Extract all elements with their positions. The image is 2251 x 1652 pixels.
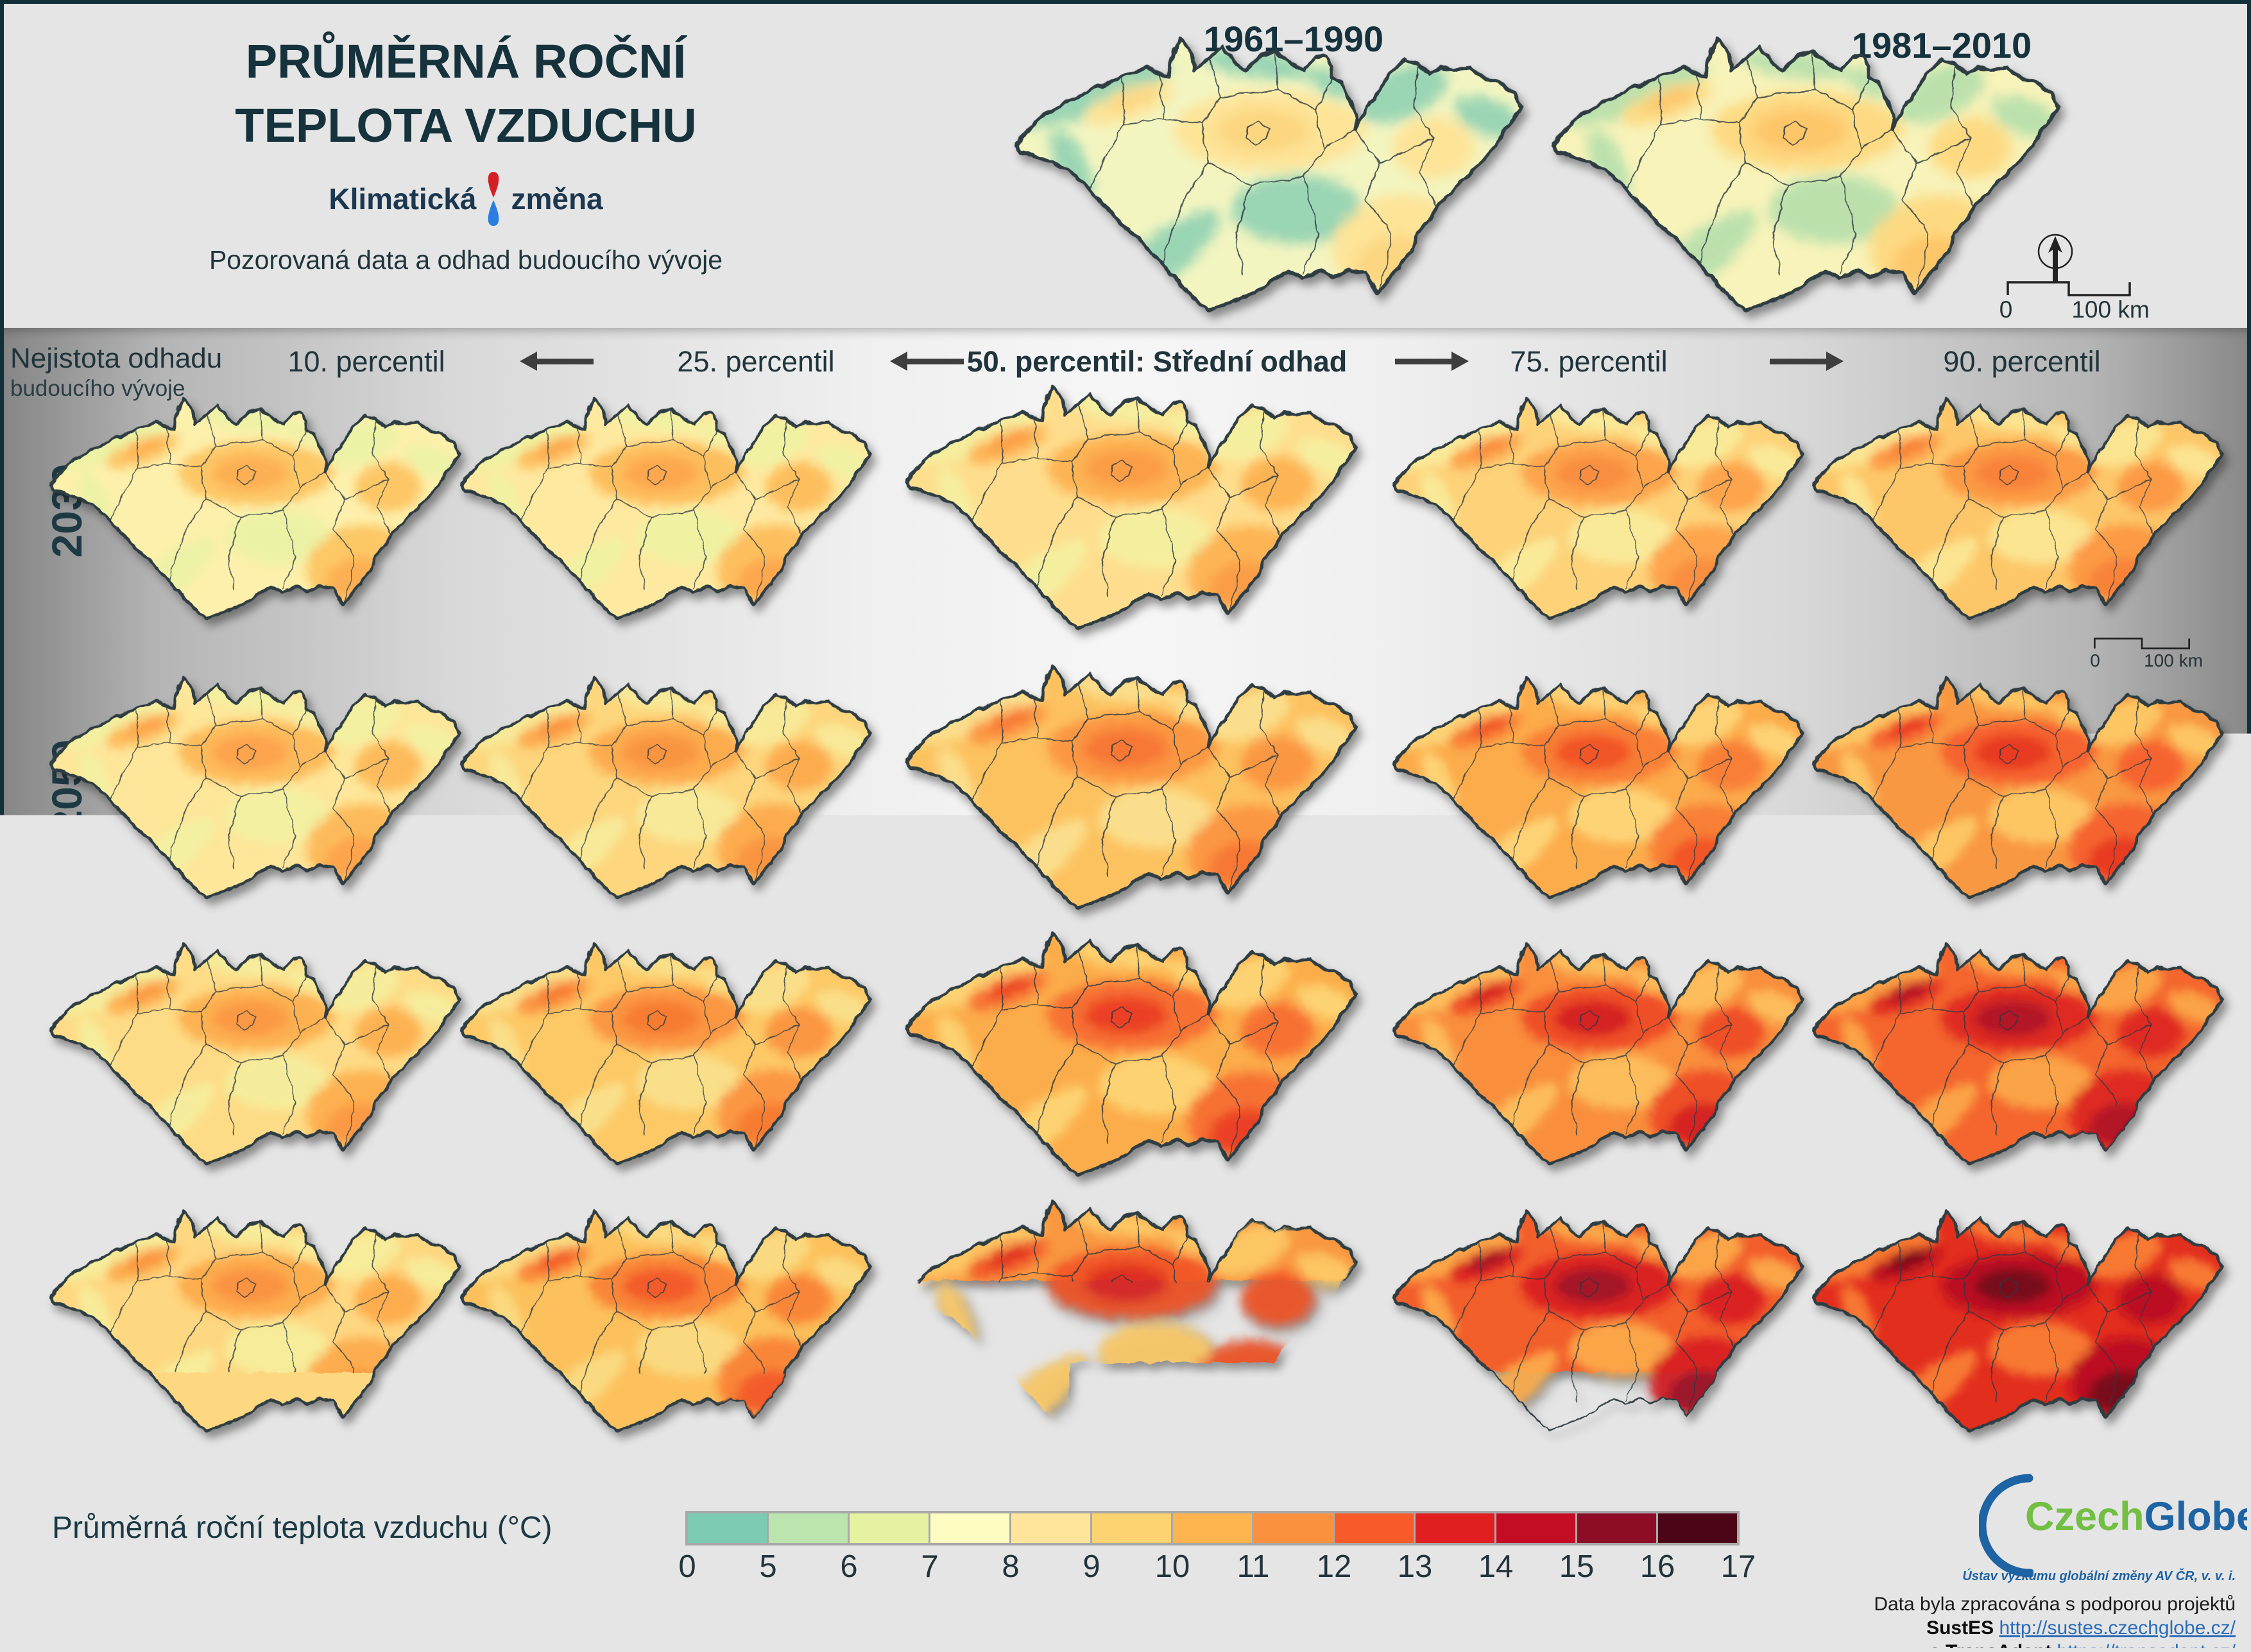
- uncertainty-label-line1: Nejistota odhadu: [10, 343, 222, 375]
- czechglobe-word-globe: Globe: [2144, 1494, 2251, 1539]
- map-2070-p25: [456, 931, 877, 1178]
- page-title-line1: PRŮMĚRNÁ ROČNÍ: [113, 30, 819, 94]
- legend-tick: 14: [1455, 1549, 1536, 1585]
- map-2030-p25: [456, 389, 877, 629]
- arrow-right-icon: [1395, 359, 1462, 364]
- legend-tick: 12: [1294, 1549, 1374, 1585]
- legend-tick: 9: [1051, 1549, 1132, 1585]
- map-2050-p25: [456, 665, 877, 912]
- scale-zero-label: 0: [2085, 651, 2105, 671]
- legend-ticks: 0 5 6 7 8 9 10 11 12 13 14 15 16 17: [647, 1549, 1779, 1585]
- map-2085-p75: [1389, 1196, 1809, 1447]
- legend-swatch: [688, 1513, 767, 1543]
- legend-tick: 11: [1213, 1549, 1294, 1585]
- subtitle: Pozorovaná data a odhad budoucího vývoje: [113, 245, 819, 275]
- sustes-link[interactable]: http://sustes.czechglobe.cz/: [1999, 1617, 2236, 1639]
- page-title-line2: TEPLOTA VZDUCHU: [113, 94, 819, 158]
- column-header-p50: 50. percentil: Střední odhad: [964, 345, 1349, 379]
- map-2085-p10: [46, 1196, 466, 1447]
- legend-swatch: [1092, 1513, 1171, 1543]
- map-2070-p75: [1389, 931, 1809, 1178]
- klimaticka-zmena-logo: Klimatická změna: [113, 169, 819, 228]
- legend-swatch: [1496, 1513, 1575, 1543]
- czechglobe-subtitle: Ústav výzkumu globální změny AV ČR, v. v…: [1929, 1569, 2236, 1584]
- legend-swatch: [1416, 1513, 1494, 1543]
- map-2050-p75: [1389, 665, 1809, 912]
- legend-color-bar: [685, 1511, 1740, 1546]
- credit-line2: SustES http://sustes.czechglobe.cz/: [1801, 1616, 2236, 1640]
- legend-swatch: [769, 1513, 848, 1543]
- map-2050-p90: [1808, 665, 2229, 912]
- map-2070-p90: [1808, 931, 2229, 1178]
- credit-line3: a TransAdapt https://transadapt.cz/: [1801, 1640, 2236, 1652]
- legend-swatch: [1011, 1513, 1090, 1543]
- column-header-p10: 10. percentil: [270, 345, 463, 379]
- map-2085-p25: [456, 1196, 877, 1447]
- map-2050-p50: [901, 654, 1363, 921]
- map-2030-p75: [1389, 389, 1809, 629]
- legend-swatch: [1577, 1513, 1656, 1543]
- map-2085-p50: [901, 1188, 1363, 1458]
- column-header-p90: 90. percentil: [1926, 345, 2118, 379]
- arrow-left-icon: [527, 359, 594, 364]
- logo-word-right: změna: [511, 182, 603, 216]
- legend-swatch: [850, 1513, 929, 1543]
- sustes-label: SustES: [1926, 1617, 1994, 1639]
- czechglobe-logo: CzechGlobe: [2025, 1494, 2251, 1540]
- credit-line1: Data byla zpracována s podporou projektů: [1801, 1592, 2236, 1616]
- legend-tick: 0: [647, 1549, 728, 1585]
- transadapt-link[interactable]: https://transadapt.cz/: [2057, 1641, 2236, 1652]
- scale-bar-matrix: [2093, 636, 2191, 651]
- map-1961-1990: [1008, 28, 1531, 322]
- map-2050-p10: [46, 665, 466, 912]
- legend-swatch: [1335, 1513, 1414, 1543]
- legend-swatch: [1173, 1513, 1252, 1543]
- column-header-p75: 75. percentil: [1493, 345, 1685, 379]
- arrow-right-icon: [1770, 359, 1836, 364]
- legend-tick: 16: [1617, 1549, 1698, 1585]
- scale-100km-label: 100 km: [2069, 296, 2152, 323]
- map-2085-p90: [1808, 1196, 2229, 1447]
- legend-tick: 10: [1132, 1549, 1213, 1585]
- legend-swatch: [1658, 1513, 1737, 1543]
- temperature-drops-icon: [483, 171, 504, 227]
- map-2030-p90: [1808, 389, 2229, 629]
- legend-swatch: [1254, 1513, 1333, 1543]
- column-header-p25: 25. percentil: [660, 345, 852, 379]
- czechglobe-word-czech: Czech: [2025, 1494, 2144, 1539]
- map-2070-p10: [46, 931, 466, 1178]
- map-1981-2010: [1545, 28, 2068, 322]
- legend-tick: 17: [1698, 1549, 1779, 1585]
- legend-tick: 5: [728, 1549, 809, 1585]
- legend-tick: 13: [1374, 1549, 1455, 1585]
- logo-word-left: Klimatická: [329, 182, 476, 216]
- legend-tick: 7: [889, 1549, 970, 1585]
- title-block: PRŮMĚRNÁ ROČNÍ TEPLOTA VZDUCHU Klimatick…: [113, 30, 819, 275]
- scale-100km-label: 100 km: [2138, 651, 2209, 671]
- map-2070-p50: [901, 921, 1363, 1188]
- legend-tick: 15: [1536, 1549, 1617, 1585]
- transadapt-label: TransAdapt: [1946, 1641, 2051, 1652]
- legend-label: Průměrná roční teplota vzduchu (°C): [52, 1510, 552, 1546]
- poster: PRŮMĚRNÁ ROČNÍ TEPLOTA VZDUCHU Klimatick…: [0, 0, 2251, 1652]
- map-2030-p10: [46, 389, 466, 629]
- credits-block: Data byla zpracována s podporou projektů…: [1801, 1592, 2236, 1652]
- legend-tick: 6: [809, 1549, 889, 1585]
- legend-tick: 8: [970, 1549, 1051, 1585]
- arrow-left-icon: [897, 359, 964, 364]
- map-2030-p50: [901, 376, 1363, 640]
- credit3-prefix: a: [1930, 1641, 1940, 1652]
- legend-swatch: [930, 1513, 1009, 1543]
